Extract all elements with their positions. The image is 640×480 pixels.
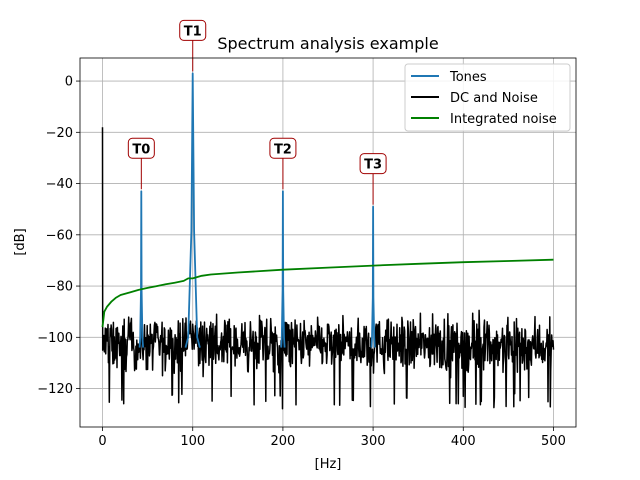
x-axis-label: [Hz] <box>315 457 342 472</box>
tone-peak-3 <box>370 205 376 348</box>
y-axis-label: [dB] <box>13 228 28 255</box>
y-tick-label: 0 <box>65 75 73 90</box>
legend-label-tones: Tones <box>449 70 487 85</box>
annotation-label: T2 <box>274 142 292 157</box>
annotation-label: T3 <box>364 158 382 173</box>
chart-title: Spectrum analysis example <box>217 34 438 53</box>
tone-peak-1 <box>184 72 201 348</box>
x-tick-label: 300 <box>361 434 386 449</box>
x-tick-label: 400 <box>451 434 476 449</box>
y-tick-label: −100 <box>37 331 73 346</box>
annotation-box <box>359 153 387 175</box>
legend: Tones DC and Noise Integrated noise <box>404 63 571 132</box>
annotations: T0 T1 T2 T3 <box>127 19 387 205</box>
axes-frame <box>79 57 577 428</box>
legend-label-dc-noise: DC and Noise <box>450 91 538 106</box>
annotation-label: T0 <box>132 142 150 157</box>
annotation-box <box>127 137 155 159</box>
y-tick-label: −60 <box>46 228 73 243</box>
y-tick-label: −80 <box>46 280 73 295</box>
x-tick-label: 0 <box>98 434 106 449</box>
tone-peak-0 <box>138 190 144 348</box>
series-integrated-noise <box>101 258 554 328</box>
annotation-box <box>179 19 207 41</box>
annotation-label: T1 <box>184 24 202 39</box>
x-tick-label: 100 <box>180 434 205 449</box>
legend-box <box>404 63 571 132</box>
x-tick-label: 500 <box>541 434 566 449</box>
tone-peak-2 <box>280 190 286 348</box>
ticks: 0 100 200 300 400 500 0 −20 −40 −60 −80 −100 −120 <box>37 75 566 449</box>
x-tick-label: 200 <box>270 434 295 449</box>
y-tick-label: −20 <box>46 126 73 141</box>
y-tick-label: −120 <box>37 382 73 397</box>
annotation-box <box>269 137 297 159</box>
legend-label-integrated-noise: Integrated noise <box>450 112 557 127</box>
y-tick-label: −40 <box>46 177 73 192</box>
series-dc-and-noise <box>101 127 555 410</box>
series-layer <box>101 72 555 410</box>
